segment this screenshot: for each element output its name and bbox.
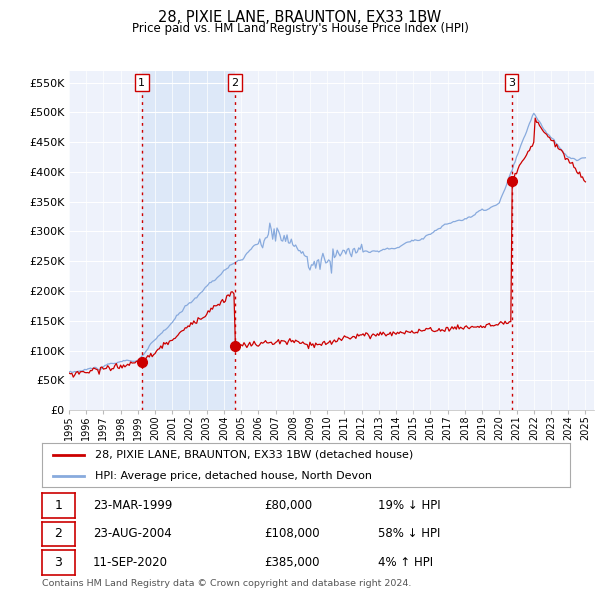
Bar [142, 71, 235, 410]
Text: 28, PIXIE LANE, BRAUNTON, EX33 1BW (detached house): 28, PIXIE LANE, BRAUNTON, EX33 1BW (deta… [95, 450, 413, 460]
Text: 2: 2 [232, 78, 239, 88]
Text: 19% ↓ HPI: 19% ↓ HPI [378, 499, 440, 512]
Text: Price paid vs. HM Land Registry's House Price Index (HPI): Price paid vs. HM Land Registry's House … [131, 22, 469, 35]
Text: £385,000: £385,000 [264, 556, 320, 569]
Text: £108,000: £108,000 [264, 527, 320, 540]
Text: 1: 1 [139, 78, 145, 88]
Text: Contains HM Land Registry data © Crown copyright and database right 2024.
This d: Contains HM Land Registry data © Crown c… [42, 579, 412, 590]
Text: 4% ↑ HPI: 4% ↑ HPI [378, 556, 433, 569]
Text: 23-MAR-1999: 23-MAR-1999 [93, 499, 172, 512]
Text: 58% ↓ HPI: 58% ↓ HPI [378, 527, 440, 540]
Text: 28, PIXIE LANE, BRAUNTON, EX33 1BW: 28, PIXIE LANE, BRAUNTON, EX33 1BW [158, 10, 442, 25]
Text: £80,000: £80,000 [264, 499, 312, 512]
Text: HPI: Average price, detached house, North Devon: HPI: Average price, detached house, Nort… [95, 471, 372, 481]
Text: 11-SEP-2020: 11-SEP-2020 [93, 556, 168, 569]
Text: 23-AUG-2004: 23-AUG-2004 [93, 527, 172, 540]
Text: 3: 3 [55, 556, 62, 569]
Text: 3: 3 [508, 78, 515, 88]
Text: 2: 2 [55, 527, 62, 540]
Text: 1: 1 [55, 499, 62, 512]
